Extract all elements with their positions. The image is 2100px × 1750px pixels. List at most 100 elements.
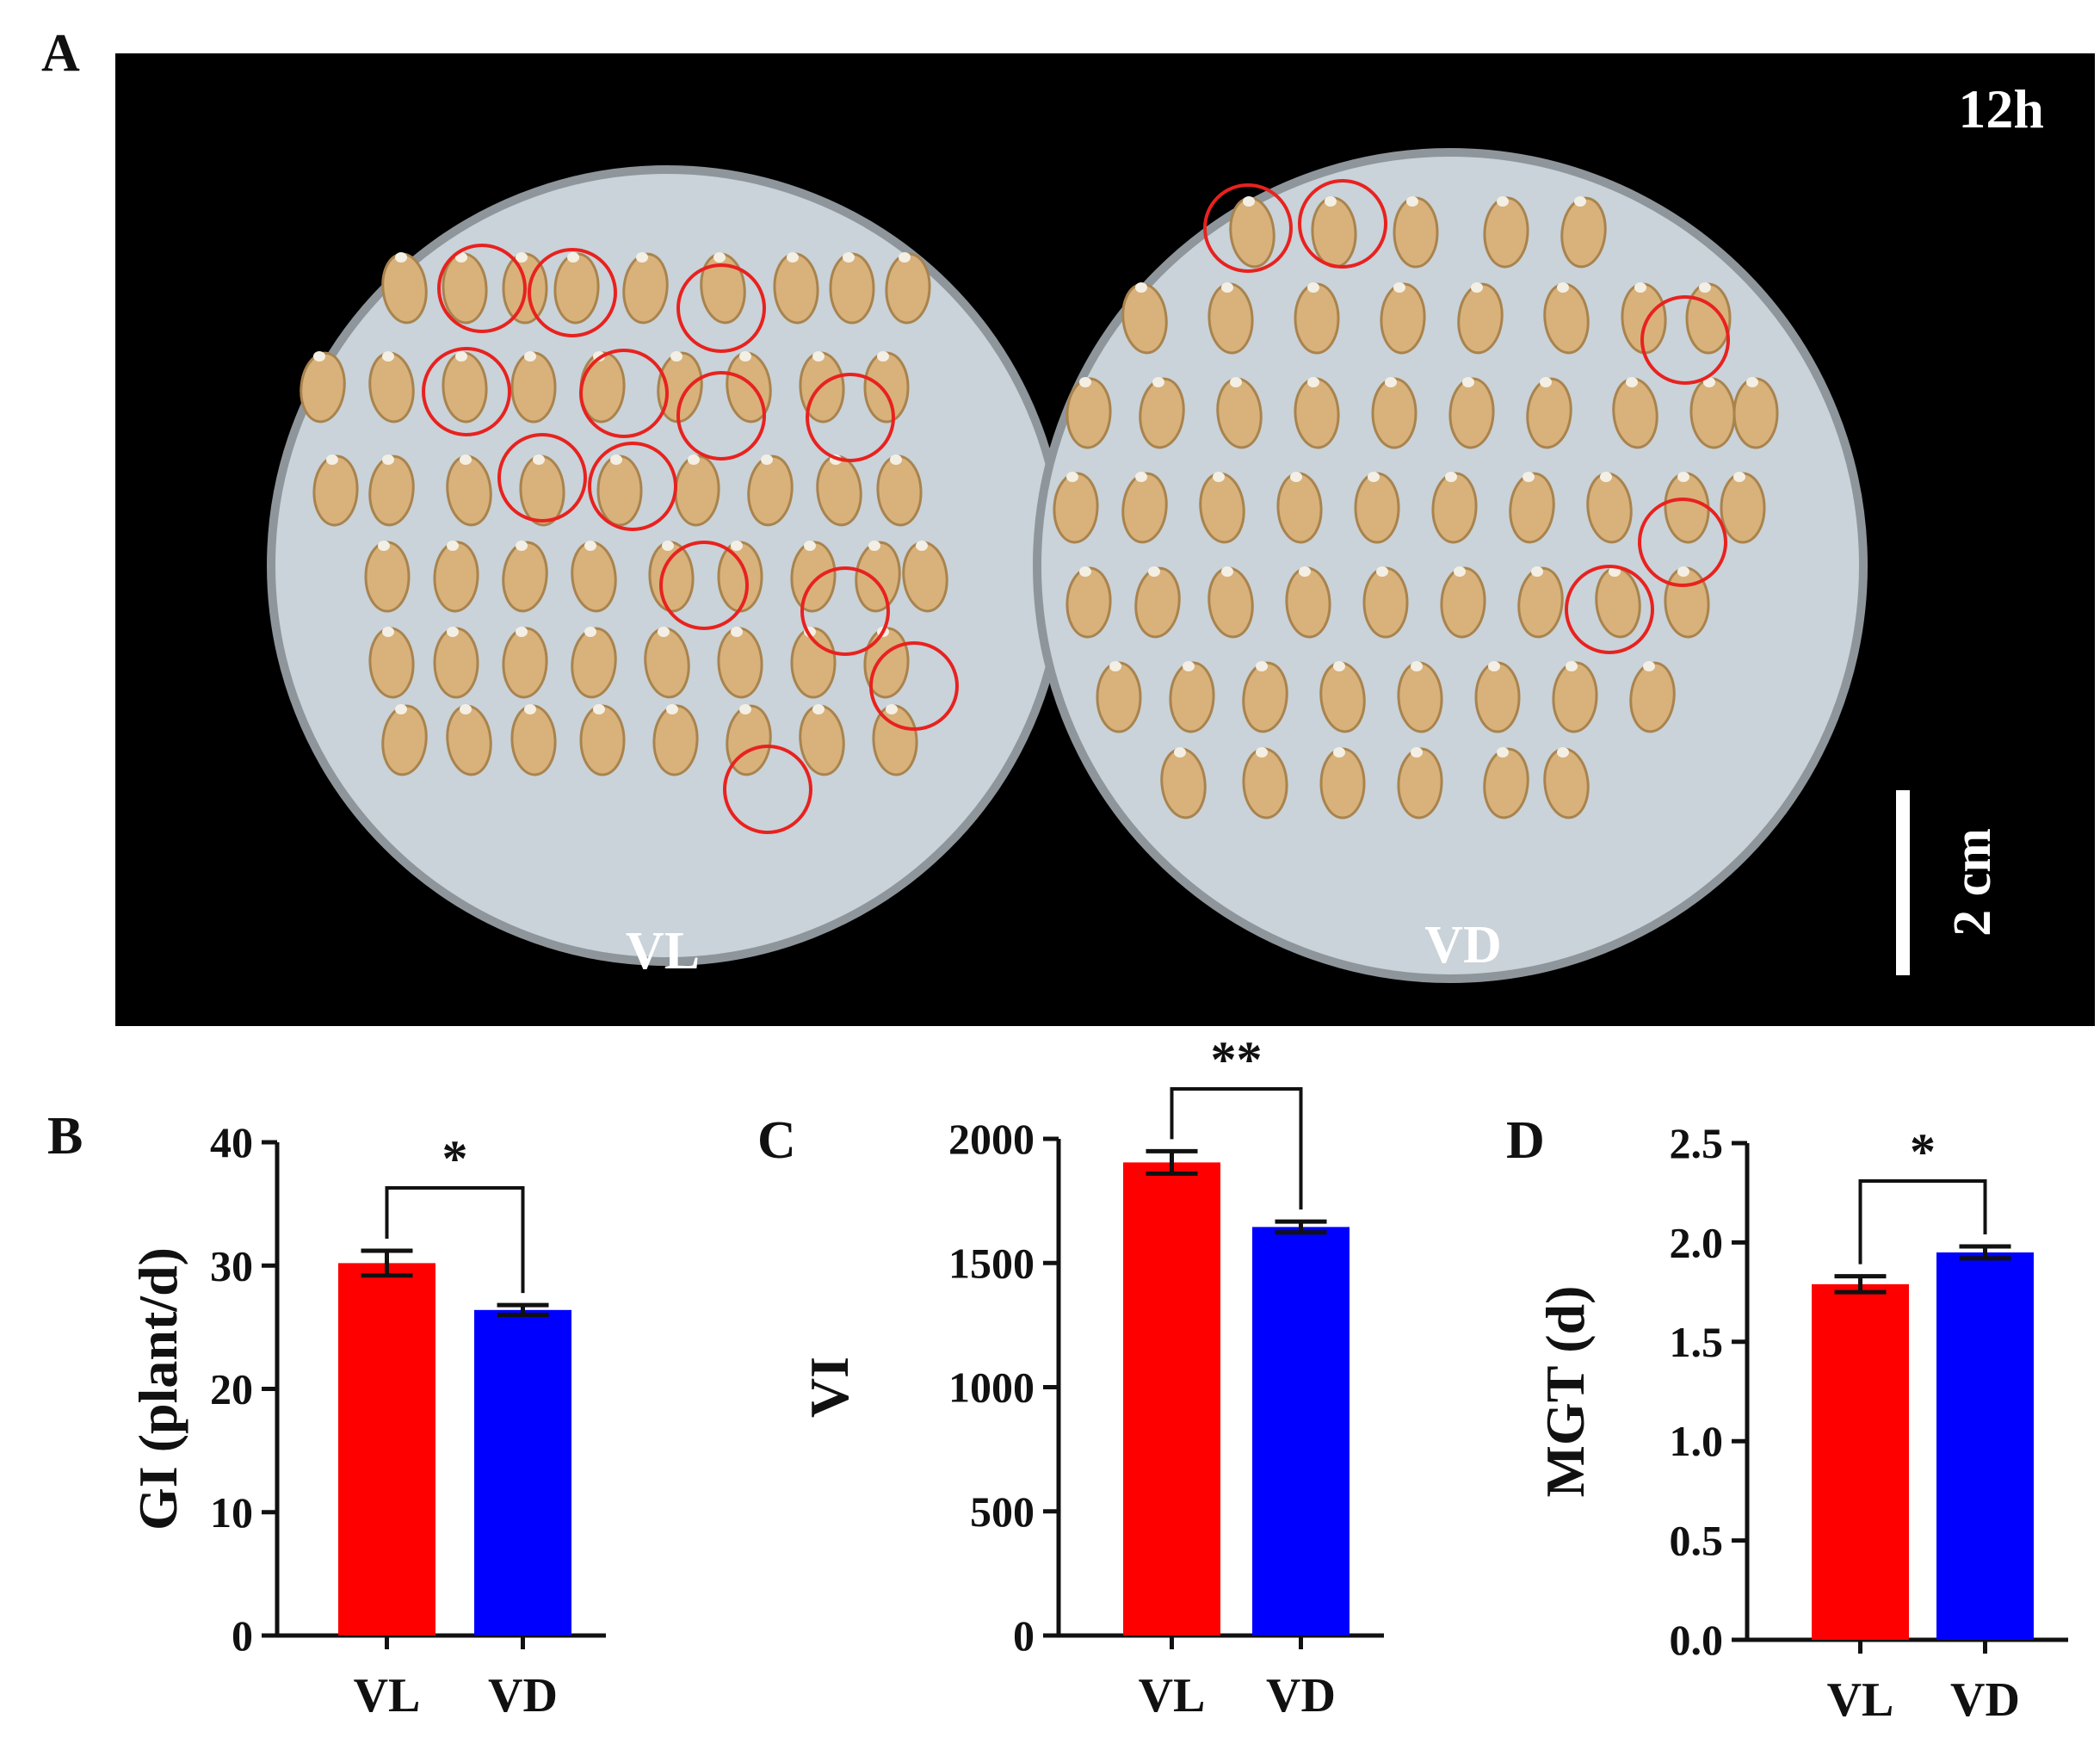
bar-vd [1252,1227,1350,1636]
error-bar [1275,1219,1327,1235]
significance-bracket [1858,1179,1987,1265]
bar-vl [1812,1283,1909,1640]
chart-mgt: 0.0 0.5 1.0 1.5 2.0 2.5 VL VD MGT (d) * [1535,1119,2068,1727]
time-label: 12h [1958,78,2044,139]
seed [876,455,923,527]
seed [1629,661,1676,733]
germination-circle [588,442,677,531]
germination-circle [437,244,527,333]
bar-vd [474,1309,571,1636]
seed [1732,377,1779,449]
seed [1612,377,1658,449]
chart-vi-bars [1123,1148,1350,1636]
seed [1552,661,1598,733]
seeds-vl [300,252,948,776]
y-tick-label: 2.0 [1670,1218,1724,1266]
seed [1397,661,1443,733]
seed [1121,282,1168,355]
y-tick-label: 0.5 [1670,1517,1724,1565]
seed [1397,747,1443,819]
panel-letter-a: A [41,24,80,83]
germination-circles-vl [422,244,959,834]
seed [1294,282,1340,355]
x-tick-label: VD [1266,1669,1336,1722]
seed [1065,566,1112,639]
seed [700,252,746,325]
seed [1380,282,1426,355]
seed [1229,196,1275,269]
seeds-vd [1053,196,1779,819]
y-tick-label: 0.0 [1670,1616,1724,1664]
seed [872,704,918,776]
seed [596,455,643,527]
scale-bar-label: 2 cm [1943,828,2002,937]
seed [1595,566,1641,639]
seed [1543,282,1590,355]
seed [1319,661,1366,733]
photo-panel: 12h VL VD 2 cm [115,53,2095,1026]
seed [1474,661,1521,733]
seed [381,704,428,776]
seed [1242,747,1288,819]
seed [726,351,772,424]
dish-label-vd: VD [1424,916,1502,974]
germination-circles-vd [1203,179,1730,654]
seed [446,455,492,527]
y-tick-label: 1.5 [1670,1318,1724,1366]
seed [773,252,819,325]
seed [1526,377,1572,449]
seed [579,704,626,776]
x-tick-label: VD [1950,1673,2020,1727]
seed [1242,661,1288,733]
chart-gi-significance: * [442,1130,468,1187]
seed [571,541,617,613]
seed [510,704,557,776]
seed [1448,377,1495,449]
error-bar [1834,1274,1887,1295]
germination-circle [1640,295,1730,385]
seed [1354,472,1400,544]
y-tick-label: 2.5 [1670,1119,1724,1167]
seed [1065,377,1112,449]
seed [863,351,910,424]
seed [364,541,411,613]
seed [368,351,415,424]
dish-label-vl: VL [626,922,700,980]
seed [1457,282,1504,355]
seed [1096,661,1142,733]
chart-mgt-bars [1812,1244,2034,1640]
seed [433,541,479,613]
germination-circle [528,248,617,337]
seed [502,541,548,613]
seed [885,252,931,325]
seed [799,704,845,776]
germination-circle [659,541,749,630]
seed [644,627,690,699]
y-tick-label: 1500 [948,1239,1035,1287]
chart-vi-axes: 0 500 1000 1500 2000 VL VD [948,1115,1384,1722]
seed [1517,566,1564,639]
seed [855,541,901,613]
seed [1560,196,1607,269]
seed [717,627,763,699]
y-tick-label: 0 [1013,1611,1035,1660]
seed [1139,377,1185,449]
germination-circle [1298,179,1387,269]
y-tick-label: 10 [210,1488,253,1537]
panel-letter-d: D [1506,1111,1545,1170]
seed [381,252,428,325]
seed [1371,377,1418,449]
x-tick-label: VL [1827,1673,1894,1727]
germination-circle [800,566,890,656]
seed [1121,472,1168,544]
seed [368,455,415,527]
bar-vd [1936,1252,2034,1640]
y-tick-label: 40 [210,1118,253,1166]
germination-circle [869,641,959,731]
seed [790,627,837,699]
seed [1362,566,1409,639]
seed [1431,472,1478,544]
seed [442,351,488,424]
scale-bar [1896,790,1910,975]
